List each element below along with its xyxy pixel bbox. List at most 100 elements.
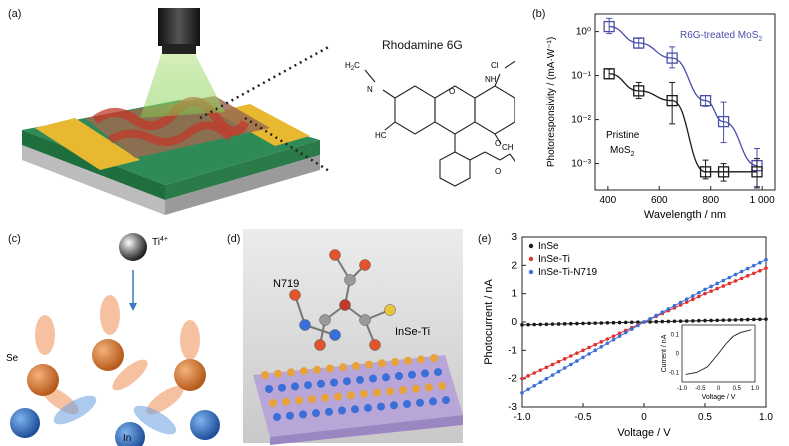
slab-atom — [295, 396, 303, 405]
data-point-b — [666, 94, 678, 107]
slab-atom — [360, 389, 368, 398]
h3c-left: H2C — [345, 61, 360, 72]
data-point-e — [587, 352, 591, 356]
inse-ti-illustration: Ti4+ Se In — [6, 233, 220, 446]
data-point-e — [587, 321, 591, 326]
data-point-e — [636, 320, 640, 324]
data-point-e — [654, 319, 658, 324]
x-tick-label-e: 0.5 — [698, 412, 712, 423]
slab-atom — [300, 367, 308, 376]
slab-atom — [273, 413, 281, 421]
data-point-e — [721, 318, 726, 322]
light-beam — [140, 52, 225, 118]
rhodamine-structure: H2C N HC O Cl NH CH O O CH — [345, 60, 515, 187]
photoresponsivity-chart: 400 600 800 1 000 10⁻³ 10⁻² 10⁻¹ 10⁰ Wavelength … — [546, 13, 776, 221]
slab-atom — [299, 410, 307, 419]
data-point-e — [764, 266, 768, 270]
data-point-e — [739, 269, 744, 274]
data-point-e — [703, 291, 707, 296]
legend-r6g-b: R6G-treated MoS2 — [680, 30, 762, 43]
slab-atom — [390, 401, 398, 410]
legend-label-e: InSe-Ti-N719 — [538, 267, 598, 278]
slab-atom — [330, 378, 338, 387]
data-point-e — [617, 320, 622, 325]
data-point-e — [733, 279, 738, 283]
y-tick-label-b: 10⁻³ — [571, 159, 591, 170]
in-atom-right — [190, 410, 220, 440]
slab-atom — [317, 379, 325, 388]
molecule-atom — [314, 339, 326, 351]
data-point-e — [709, 318, 713, 323]
inset-y-tick-label: 0 — [676, 352, 680, 358]
data-point-e — [733, 272, 738, 277]
slab-atom — [269, 399, 277, 407]
data-point-e — [556, 359, 561, 364]
molecule-atom — [289, 289, 301, 301]
series-line-b-0 — [609, 25, 758, 167]
data-point-e — [745, 274, 750, 278]
se-atom-center — [92, 339, 124, 371]
molecule-atom — [329, 329, 341, 341]
data-point-b — [666, 52, 678, 64]
x-tick-label-b: 600 — [651, 195, 668, 206]
callout-line-top — [199, 44, 330, 120]
electrode-left — [35, 118, 140, 170]
data-point-e — [691, 294, 695, 298]
data-point-e — [593, 342, 597, 347]
data-point-e — [599, 344, 604, 349]
base-left — [22, 145, 165, 215]
data-point-e — [538, 380, 543, 385]
data-point-e — [575, 321, 579, 326]
slab-atom — [291, 382, 299, 391]
data-point-e — [752, 317, 756, 322]
molecule-atom — [359, 259, 371, 271]
x-tick-label-e: -0.5 — [574, 412, 592, 423]
data-point-e — [550, 362, 555, 367]
ch3-right: CH — [502, 143, 514, 152]
inse-ti-label: InSe-Ti — [395, 326, 430, 338]
se-atom-right — [174, 359, 206, 391]
n719-label: N719 — [273, 278, 299, 290]
se-atom-left — [27, 364, 59, 396]
data-point-e — [684, 319, 689, 323]
slab-atom — [338, 406, 346, 415]
slab-atom — [434, 368, 442, 377]
data-point-e — [678, 319, 683, 323]
slab-atom — [347, 391, 355, 400]
data-point-e — [550, 373, 555, 377]
data-point-e — [715, 286, 719, 291]
data-point-e — [575, 351, 579, 355]
slab-atom — [425, 383, 433, 392]
y-tick-label-b: 10⁻² — [571, 115, 591, 126]
slab-atom — [278, 383, 286, 392]
y-tick-label-e: -1 — [508, 345, 517, 356]
inset-y-tick-label: -0.1 — [669, 371, 680, 377]
y-tick-label-b: 10⁻¹ — [571, 71, 591, 82]
data-point-e — [630, 320, 634, 325]
data-point-e — [636, 323, 640, 328]
slab-atom — [395, 372, 403, 380]
data-point-e — [520, 323, 524, 327]
legend-label-e: InSe-Ti — [538, 254, 570, 265]
slab-atom — [326, 364, 334, 373]
data-point-e — [581, 355, 585, 360]
data-point-e — [672, 303, 677, 308]
y-tick-label-e: -2 — [508, 374, 517, 385]
slab-atom — [286, 411, 294, 420]
y-tick-label-e: 0 — [511, 317, 517, 328]
data-point-e — [648, 316, 652, 321]
data-point-e — [691, 319, 695, 323]
data-point-e — [575, 359, 579, 363]
x-tick-label-b: 800 — [702, 195, 719, 206]
data-point-e — [666, 307, 671, 311]
slab-atom — [287, 368, 295, 377]
data-point-e — [562, 357, 567, 361]
inset-x-tick-label: 0.5 — [733, 386, 742, 392]
data-point-e — [666, 319, 671, 324]
carbonyl-o: O — [495, 139, 501, 148]
data-point-e — [764, 257, 768, 262]
data-point-e — [654, 313, 658, 318]
slab-atom — [382, 373, 390, 382]
data-point-e — [569, 354, 573, 358]
slab-atom — [365, 360, 373, 369]
